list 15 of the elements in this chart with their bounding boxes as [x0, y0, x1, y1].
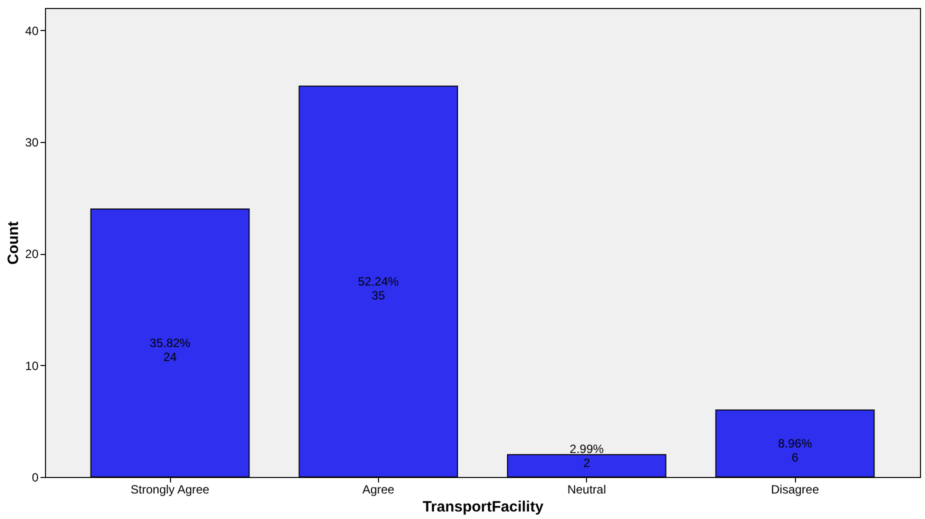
data-label: 52.24% 35	[358, 274, 400, 303]
data-label: 2.99% 2	[570, 442, 604, 470]
x-tick-label: Agree	[362, 482, 395, 496]
x-axis-title: TransportFacility	[422, 498, 544, 516]
y-tick-label: 20	[25, 247, 39, 262]
data-label: 35.82% 24	[150, 336, 191, 364]
y-tick-label: 40	[25, 24, 39, 38]
x-tick-label: Disagree	[770, 482, 820, 496]
data-label: 8.96% 6	[778, 436, 812, 464]
y-axis-title: Count	[5, 221, 22, 265]
y-tick-label: 10	[25, 358, 39, 373]
x-tick-label: Neutral	[567, 482, 606, 496]
x-tick-label: Strongly Agree	[130, 482, 210, 496]
y-tick-label: 0	[32, 470, 39, 484]
y-tick-label: 30	[25, 136, 39, 150]
